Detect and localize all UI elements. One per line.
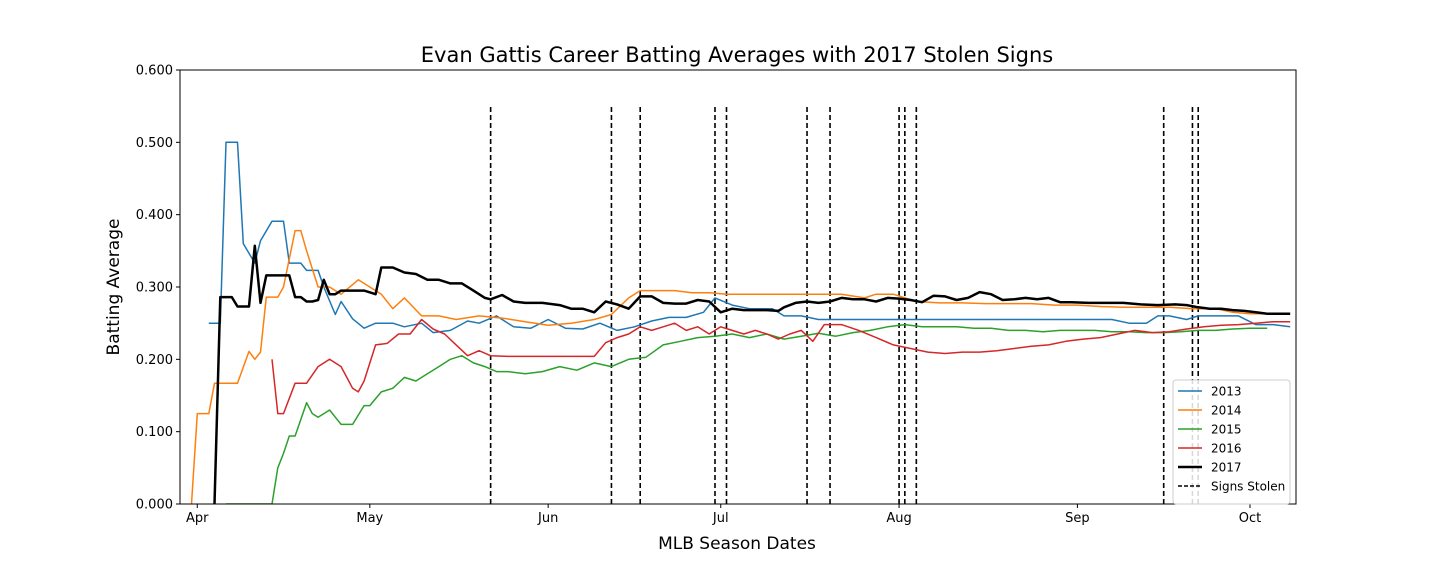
y-tick-label: 0.200 [136,353,173,368]
x-tick-label: May [356,511,383,526]
legend-label-2: 2015 [1211,423,1242,437]
legend: 2013 2014 2015 2016 2017 Signs Stolen [1172,379,1291,505]
y-tick-label: 0.500 [136,136,173,151]
y-axis-label: Batting Average [104,219,124,356]
y-tick-label: 0.300 [136,281,173,296]
chart-title: Evan Gattis Career Batting Averages with… [421,43,1053,67]
legend-label-5: Signs Stolen [1211,480,1285,494]
legend-label-4: 2017 [1211,461,1242,475]
series-line-2014 [190,229,1268,504]
y-tick-label: 0.600 [136,64,173,79]
x-axis: Apr May Jun Jul Aug Sep Oct [186,504,1261,526]
y-tick-label: 0.100 [136,425,173,440]
chart-marks [190,106,1291,504]
x-tick-label: Jul [712,511,729,526]
series-line-2017 [213,244,1291,504]
legend-label-1: 2014 [1211,404,1242,418]
plot-frame [179,69,1297,505]
x-tick-label: Aug [886,511,911,526]
x-tick-label: Sep [1065,511,1090,526]
y-tick-label: 0.400 [136,208,173,223]
x-tick-label: Apr [186,511,209,526]
series-line-2015 [226,323,1268,504]
series-line-2016 [271,318,1291,415]
x-tick-label: Jun [537,511,558,526]
x-tick-label: Oct [1239,511,1261,526]
x-axis-label: MLB Season Dates [658,534,816,554]
legend-label-0: 2013 [1211,385,1242,399]
y-axis: 0.000 0.100 0.200 0.300 0.400 0.500 0.600 [136,64,180,513]
legend-box [1172,379,1291,505]
y-tick-label: 0.000 [136,498,173,513]
legend-label-3: 2016 [1211,442,1242,456]
series-line-2013 [208,141,1291,334]
